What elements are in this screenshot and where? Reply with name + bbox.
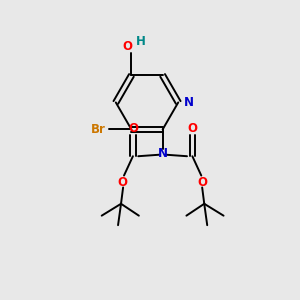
Text: H: H (135, 35, 145, 48)
Text: O: O (198, 176, 208, 190)
Text: O: O (128, 122, 138, 135)
Text: O: O (188, 122, 197, 135)
Text: O: O (122, 40, 132, 53)
Text: N: N (184, 96, 194, 109)
Text: N: N (158, 147, 168, 160)
Text: Br: Br (91, 123, 106, 136)
Text: O: O (118, 176, 128, 190)
